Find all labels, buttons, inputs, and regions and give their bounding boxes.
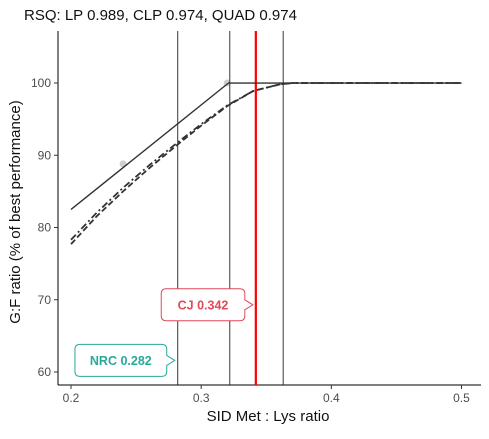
x-tick-label: 0.3: [193, 391, 210, 405]
x-tick-label: 0.4: [323, 391, 340, 405]
plot-area: 0.2 0.3 0.4 0.5 60 70 80 90 100 CJ 0.342 NRC 0.282: [31, 31, 481, 405]
y-tick-label: 60: [38, 365, 52, 379]
y-tick-label: 90: [38, 148, 52, 162]
x-axis-label: SID Met : Lys ratio: [207, 408, 330, 425]
x-tick-label: 0.2: [63, 391, 80, 405]
y-tick-label: 70: [38, 293, 52, 307]
y-axis-label: G:F ratio (% of best performance): [7, 100, 24, 323]
annotation-label: CJ 0.342: [178, 298, 229, 312]
series-line-dashed: [70, 82, 462, 245]
series-line-solid: [70, 82, 462, 210]
annotation-label: NRC 0.282: [90, 354, 152, 368]
chart-title: RSQ: LP 0.989, CLP 0.974, QUAD 0.974: [24, 7, 297, 24]
y-tick-label: 80: [38, 221, 52, 235]
annotation-callout-box: [160, 288, 254, 322]
x-tick-label: 0.5: [453, 391, 470, 405]
series-line-dashdot: [70, 82, 462, 241]
annotation-callout-box: [74, 343, 176, 377]
y-tick-label: 100: [31, 76, 51, 90]
